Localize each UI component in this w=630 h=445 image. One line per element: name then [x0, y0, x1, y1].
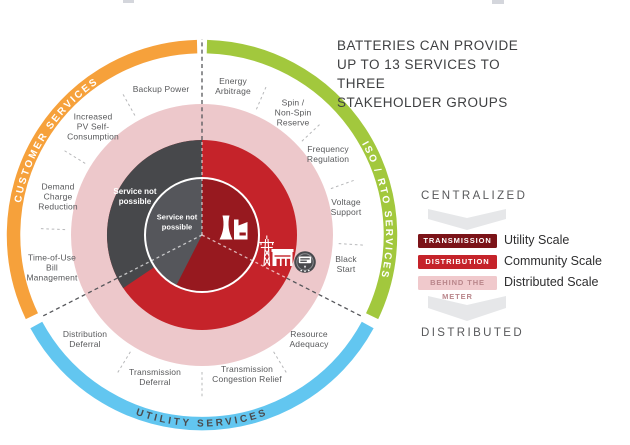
smart-meter-icon	[294, 251, 316, 273]
service-label-black-start: Black Start	[335, 254, 357, 274]
iso-rto-services-title: ISO / RTO SERVICES	[359, 140, 394, 281]
service-label-voltage-support: Voltage Support	[330, 197, 362, 217]
legend-badge-behind-the-meter: BEHIND THE METER	[418, 275, 497, 301]
service-label-pv-self-consumption: Increased PV Self- Consumption	[67, 111, 119, 141]
distributed-label: DISTRIBUTED	[421, 327, 525, 339]
centralized-label: CENTRALIZED	[421, 190, 528, 202]
service-label-distribution-deferral: Distribution Deferral	[62, 329, 108, 349]
centralized-arrow-icon	[428, 209, 506, 230]
service-label-frequency-regulation: Frequency Regulation	[306, 144, 350, 164]
iso-rto-services-arc	[206, 39, 398, 320]
transmission-tower-icon	[259, 235, 294, 267]
service-label-transmission-congestion: Transmission Congestion Relief	[212, 364, 282, 384]
service-label-backup-power: Backup Power	[132, 84, 190, 95]
legend-badge-transmission: TRANSMISSION	[418, 233, 497, 248]
service-label-energy-arbitrage: Energy Arbitrage	[215, 76, 251, 96]
service-label-resource-adequacy: Resource Adequacy	[289, 329, 329, 349]
distributed-arrow-icon	[428, 296, 506, 321]
legend-label-distributed-scale: Distributed Scale	[504, 275, 599, 289]
page-title: BATTERIES CAN PROVIDE UP TO 13 SERVICES …	[337, 38, 519, 110]
service-label-transmission-deferral: Transmission Deferral	[128, 367, 182, 387]
group-dividers-inner	[117, 140, 287, 279]
service-label-spin-non-spin-reserve: Spin / Non-Spin Reserve	[274, 97, 312, 127]
customer-services-arc	[6, 39, 198, 320]
utility-services-arc	[30, 321, 374, 431]
power-plant-icon	[219, 215, 248, 240]
legend-label-utility-scale: Utility Scale	[504, 233, 570, 247]
service-dividers	[39, 85, 365, 398]
service-not-possible-label-distribution: Service not possible	[113, 187, 157, 206]
top-crop-artifact	[492, 0, 504, 4]
service-label-tou-bill-management: Time-of-Use Bill Management	[26, 252, 78, 282]
service-label-demand-charge-reduction: Demand Charge Reduction	[38, 181, 78, 211]
group-dividers-outer	[41, 39, 363, 318]
top-crop-artifact	[123, 0, 134, 3]
legend-badge-distribution: DISTRIBUTION	[418, 254, 497, 269]
legend-label-community-scale: Community Scale	[504, 254, 602, 268]
service-not-possible-wedge-transmission	[144, 177, 202, 286]
service-not-possible-label-transmission: Service not possible	[156, 212, 198, 232]
